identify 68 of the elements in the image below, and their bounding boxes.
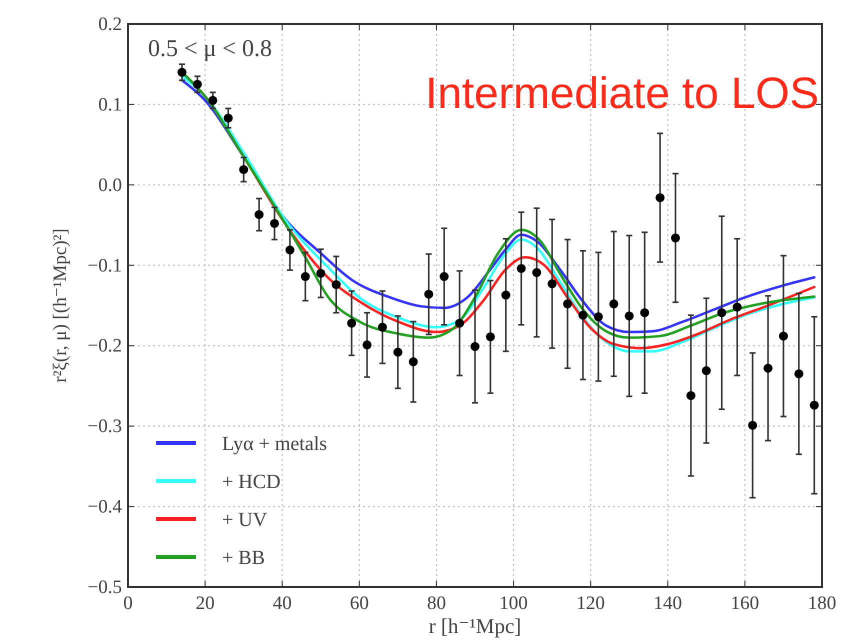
x-tick-label: 180 <box>808 593 836 614</box>
y-tick-label: −0.4 <box>88 496 122 518</box>
x-tick-label: 40 <box>272 593 292 614</box>
annotation: 0.5 < μ < 0.8 <box>148 36 272 62</box>
point <box>778 332 788 341</box>
legend-label: + BB <box>222 547 265 569</box>
point <box>686 391 696 400</box>
point <box>640 308 650 318</box>
point <box>347 318 356 328</box>
point <box>332 280 341 290</box>
x-axis-title: r [h⁻¹Mpc] <box>428 614 522 638</box>
x-tick-label: 0 <box>123 593 133 614</box>
legend-label: + HCD <box>222 471 281 493</box>
x-tick-label: 100 <box>499 593 528 614</box>
point <box>470 342 480 352</box>
y-tick-label: −0.5 <box>88 577 122 598</box>
point <box>208 96 218 105</box>
point <box>270 218 280 228</box>
point <box>670 233 680 242</box>
point <box>177 68 186 77</box>
point <box>594 312 603 322</box>
point <box>486 332 495 342</box>
point <box>532 268 542 278</box>
point <box>254 210 264 220</box>
point <box>764 364 773 373</box>
point <box>748 420 758 430</box>
y-tick-label: −0.1 <box>88 255 122 276</box>
point <box>656 193 665 202</box>
y-tick-label: 0.1 <box>98 94 122 116</box>
point <box>192 80 202 89</box>
point <box>440 272 449 282</box>
point <box>362 340 372 350</box>
point <box>239 165 248 174</box>
point <box>408 357 418 366</box>
point <box>501 290 510 300</box>
point <box>516 264 526 274</box>
point <box>285 246 294 255</box>
point <box>455 318 464 328</box>
point <box>548 279 557 288</box>
y-axis-title: r²ξ(r, μ) [(h⁻¹Mpc)²] <box>50 228 71 383</box>
x-tick-label: 80 <box>426 593 446 614</box>
point <box>810 400 819 410</box>
x-tick-label: 140 <box>654 593 682 614</box>
legend-label: Lyα + metals <box>222 433 328 455</box>
annotation: Intermediate to LOS <box>425 69 819 118</box>
point <box>624 311 634 320</box>
point <box>424 290 434 299</box>
point <box>609 299 618 308</box>
y-tick-label: 0.2 <box>98 14 122 35</box>
y-tick-label: 0.0 <box>98 174 122 196</box>
x-tick-label: 20 <box>196 593 215 614</box>
point <box>563 299 572 308</box>
legend-label: + UV <box>222 509 268 531</box>
point <box>732 302 742 312</box>
point <box>224 114 233 123</box>
x-tick-label: 60 <box>350 593 369 614</box>
y-tick-label: −0.2 <box>88 336 122 357</box>
point <box>794 369 804 378</box>
point <box>578 310 588 320</box>
point <box>717 308 726 318</box>
point <box>702 366 711 376</box>
point <box>316 268 326 278</box>
x-tick-label: 160 <box>730 593 760 614</box>
y-tick-label: −0.3 <box>88 416 122 438</box>
x-tick-label: 120 <box>576 593 605 614</box>
point <box>378 322 387 332</box>
point <box>300 272 310 282</box>
point <box>393 348 402 357</box>
